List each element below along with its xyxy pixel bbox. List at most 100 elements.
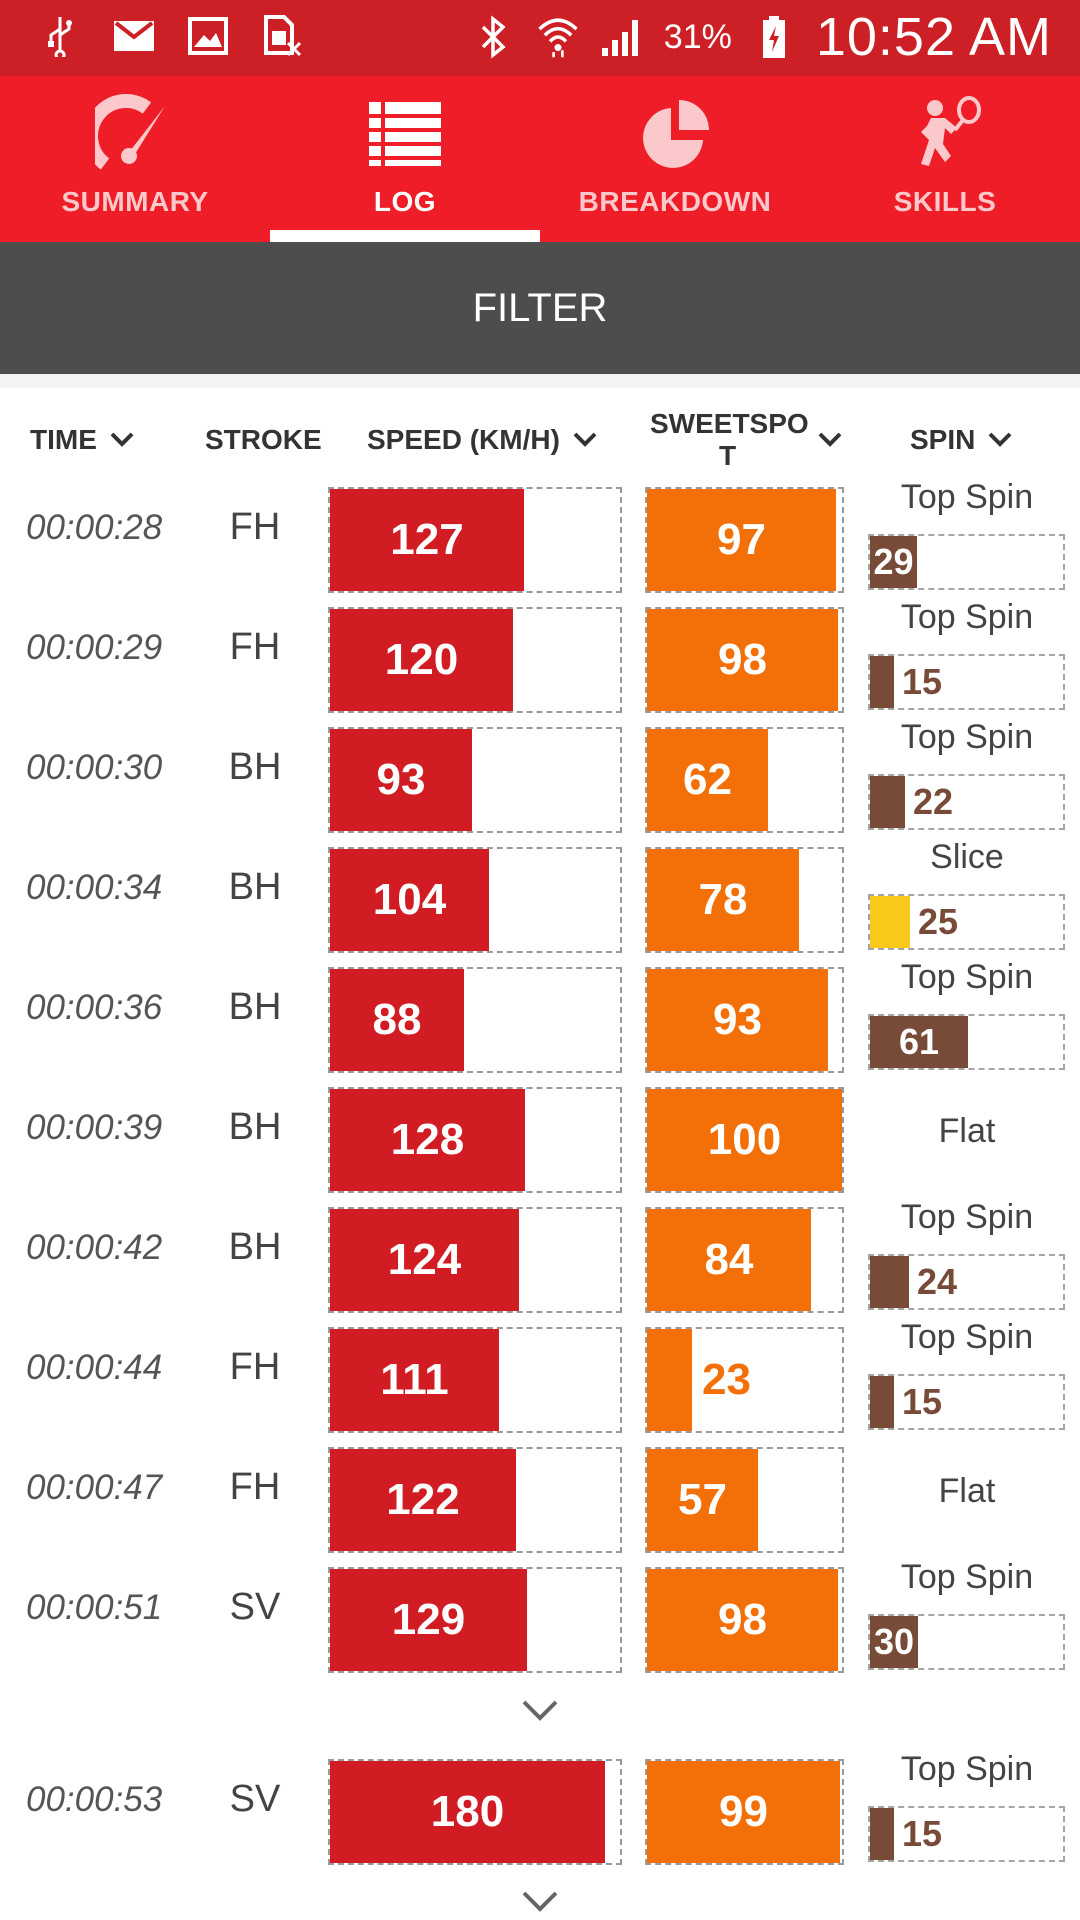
spin-bar-track: 15 — [868, 1806, 1065, 1862]
spin-bar-track: 30 — [868, 1614, 1065, 1670]
spin-type: Top Spin — [900, 718, 1034, 756]
sweetspot-bar-track: 98 — [645, 607, 844, 713]
sweetspot-bar — [647, 729, 768, 831]
sweetspot-bar-track: 78 — [645, 847, 844, 953]
log-row[interactable]: 00:00:44 FH 111 23 Top Spin 15 — [0, 1318, 1080, 1440]
log-row[interactable]: 00:00:28 FH 127 97 Top Spin 29 — [0, 478, 1080, 600]
sweetspot-header-label: SWEETSPO T — [650, 408, 809, 472]
spin-value: 15 — [902, 1813, 943, 1854]
system-status: 31% 10:52 AM — [472, 6, 1052, 68]
spin-bar — [870, 536, 917, 588]
sweetspot-value: 98 — [718, 1595, 767, 1644]
spin-value: 15 — [902, 661, 943, 702]
log-row[interactable]: 00:00:30 BH 93 62 Top Spin 22 — [0, 718, 1080, 840]
stroke-type: FH — [229, 626, 281, 668]
speed-bar-track: 111 — [328, 1327, 622, 1433]
spin-bar-track: 25 — [868, 894, 1065, 950]
sweetspot-bar — [647, 1569, 838, 1671]
spin-bar-track: 29 — [868, 534, 1065, 590]
spin-value: 30 — [873, 1621, 915, 1662]
spin-bar — [870, 1376, 894, 1428]
speed-value: 88 — [372, 995, 422, 1044]
stroke-type: FH — [229, 1466, 281, 1508]
expand-chevron-icon[interactable] — [520, 1889, 560, 1913]
time-header-label: TIME — [30, 424, 97, 455]
stroke-time: 00:00:44 — [26, 1348, 163, 1387]
speed-bar — [330, 1761, 605, 1863]
sweetspot-bar-track: 98 — [645, 1567, 844, 1673]
spin-value: 29 — [873, 541, 914, 582]
speed-bar-track: 180 — [328, 1759, 622, 1865]
tab-breakdown[interactable]: BREAKDOWN — [540, 76, 810, 242]
sweetspot-bar — [647, 609, 838, 711]
filter-button[interactable]: FILTER — [0, 242, 1080, 374]
sweetspot-bar-track: 62 — [645, 727, 844, 833]
speed-bar — [330, 1089, 525, 1191]
spin-bar — [870, 1808, 894, 1860]
log-row[interactable]: 00:00:29 FH 120 98 Top Spin 15 — [0, 598, 1080, 720]
log-row[interactable]: 00:00:51 SV 129 98 Top Spin 30 — [0, 1558, 1080, 1680]
sweetspot-bar-track: 100 — [645, 1087, 844, 1193]
log-row[interactable]: 00:00:47 FH 122 57 Flat — [0, 1440, 1080, 1560]
speed-bar — [330, 849, 489, 951]
stroke-type: BH — [228, 1106, 282, 1148]
stroke-header: STROKE — [205, 400, 322, 480]
sweetspot-bar — [647, 1209, 811, 1311]
sweetspot-bar-track: 93 — [645, 967, 844, 1073]
spin-type: Top Spin — [900, 478, 1034, 516]
spin-type: Top Spin — [900, 1198, 1034, 1236]
image-icon — [186, 14, 230, 58]
divider — [0, 374, 1080, 388]
tab-label: SKILLS — [893, 186, 997, 217]
sweetspot-value: 93 — [713, 995, 762, 1044]
sweetspot-bar-track: 97 — [645, 487, 844, 593]
log-row[interactable]: 00:00:53 SV 180 99 Top Spin 15 — [0, 1750, 1080, 1872]
stroke-type: BH — [228, 866, 282, 908]
sweetspot-value: 99 — [719, 1787, 768, 1836]
sim-off-icon — [260, 14, 304, 58]
tab-label: BREAKDOWN — [578, 186, 772, 217]
clock: 10:52 AM — [815, 7, 1052, 67]
stroke-type: BH — [228, 746, 282, 788]
sort-spin-header[interactable]: SPIN — [910, 400, 1013, 480]
filter-label: FILTER — [472, 286, 608, 330]
sweetspot-header-line2: T — [718, 440, 737, 471]
sort-sweetspot-header[interactable]: SWEETSPO T — [650, 400, 850, 480]
speed-value: 128 — [390, 1115, 465, 1164]
expand-chevron-icon[interactable] — [520, 1698, 560, 1722]
sort-speed-header[interactable]: SPEED (KM/H) — [367, 400, 598, 480]
spin-value: 15 — [902, 1381, 943, 1422]
speed-bar-track: 128 — [328, 1087, 622, 1193]
speed-value: 129 — [391, 1595, 466, 1644]
sweetspot-bar — [647, 849, 799, 951]
sweetspot-value: 23 — [702, 1355, 751, 1404]
spin-bar-track: 22 — [868, 774, 1065, 830]
tab-label: LOG — [373, 186, 437, 217]
sweetspot-bar-track: 84 — [645, 1207, 844, 1313]
log-row[interactable]: 00:00:36 BH 88 93 Top Spin 61 — [0, 958, 1080, 1080]
tab-summary[interactable]: SUMMARY — [0, 76, 270, 242]
speed-value: 122 — [386, 1475, 460, 1524]
log-row[interactable]: 00:00:39 BH 128 100 Flat — [0, 1080, 1080, 1200]
wifi-icon — [536, 15, 580, 59]
chevron-down-icon — [110, 432, 134, 447]
sort-time-header[interactable]: TIME — [30, 400, 135, 480]
stroke-type: SV — [229, 1778, 281, 1820]
tab-log[interactable]: LOG — [270, 76, 540, 242]
speed-value: 111 — [380, 1355, 449, 1404]
tab-skills[interactable]: SKILLS — [810, 76, 1080, 242]
speed-value: 93 — [376, 755, 426, 804]
speed-bar-track: 127 — [328, 487, 622, 593]
sweetspot-bar — [647, 1089, 842, 1191]
sweetspot-bar — [647, 1329, 692, 1431]
spin-type: Flat — [938, 1112, 996, 1150]
tab-label: SUMMARY — [61, 186, 209, 217]
log-row[interactable]: 00:00:34 BH 104 78 Slice 25 — [0, 838, 1080, 960]
speed-bar-track: 122 — [328, 1447, 622, 1553]
stroke-time: 00:00:28 — [26, 508, 163, 547]
spin-bar — [870, 1616, 918, 1668]
stroke-header-label: STROKE — [205, 424, 322, 455]
spin-type: Top Spin — [900, 598, 1034, 636]
log-row[interactable]: 00:00:42 BH 124 84 Top Spin 24 — [0, 1198, 1080, 1320]
sweetspot-value: 84 — [704, 1235, 754, 1284]
